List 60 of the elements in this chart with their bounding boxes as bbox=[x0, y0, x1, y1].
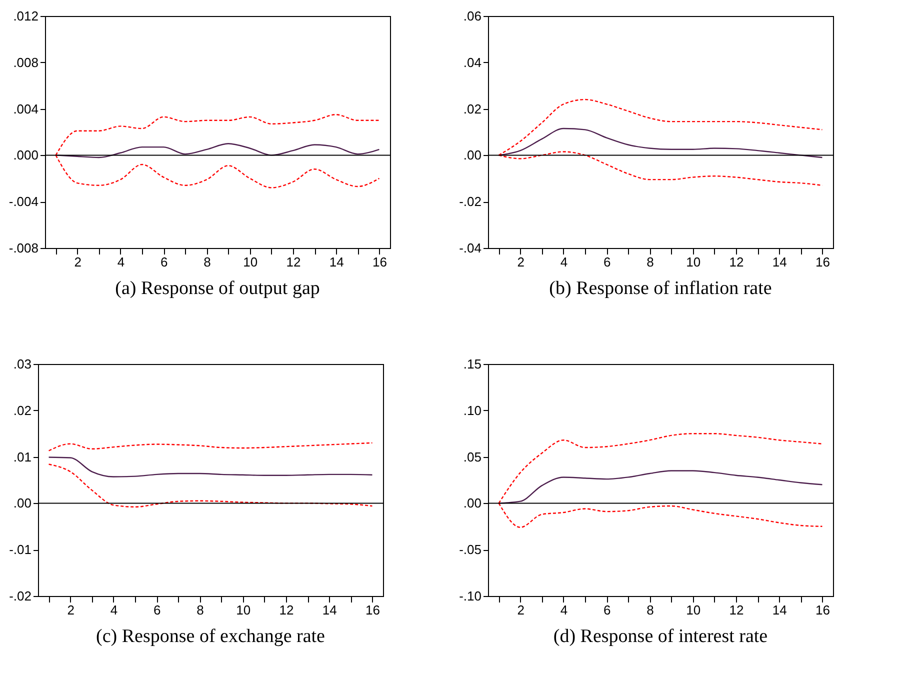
y-tick-label: .03 bbox=[13, 356, 32, 372]
x-tick-label: 6 bbox=[603, 602, 611, 618]
y-tick-label: .012 bbox=[13, 8, 38, 24]
y-tick-label: -.04 bbox=[459, 240, 482, 256]
y-tick-label: .000 bbox=[13, 148, 38, 163]
x-tick-label: 6 bbox=[160, 254, 168, 270]
y-tick-label: .008 bbox=[13, 54, 38, 70]
x-tick-label: 6 bbox=[153, 602, 161, 618]
x-tick-label: 16 bbox=[815, 254, 830, 270]
text: (d) Response of interest rate bbox=[553, 626, 768, 647]
y-tick-label: .05 bbox=[463, 449, 482, 464]
x-tick-label: 4 bbox=[560, 254, 568, 270]
text: (a) Response of output gap bbox=[115, 278, 320, 299]
x-tick-label: 16 bbox=[372, 254, 387, 270]
x-tick-label: 12 bbox=[729, 602, 744, 618]
y-tick-label: -.05 bbox=[459, 542, 482, 558]
x-tick-label: 12 bbox=[279, 602, 294, 618]
text: (b) Response of inflation rate bbox=[549, 278, 772, 299]
x-tick-label: 8 bbox=[646, 602, 654, 618]
x-tick-label: 6 bbox=[603, 254, 611, 270]
x-tick-label: 16 bbox=[815, 602, 830, 618]
y-tick-label: .00 bbox=[463, 496, 482, 511]
x-tick-label: 14 bbox=[772, 254, 787, 270]
x-tick-label: 10 bbox=[686, 602, 701, 618]
y-tick-label: -.008 bbox=[8, 240, 38, 256]
y-tick-label: .10 bbox=[463, 402, 482, 418]
y-tick-label: .00 bbox=[13, 496, 32, 511]
x-tick-label: 4 bbox=[117, 254, 125, 270]
y-tick-label: -.01 bbox=[9, 542, 32, 558]
y-tick-label: -.10 bbox=[459, 588, 482, 604]
x-tick-label: 8 bbox=[204, 254, 211, 270]
y-tick-label: .00 bbox=[463, 148, 482, 163]
x-tick-label: 8 bbox=[196, 602, 204, 618]
x-tick-label: 10 bbox=[236, 602, 251, 618]
y-tick-label: -.02 bbox=[459, 194, 482, 210]
x-tick-label: 2 bbox=[517, 602, 524, 618]
y-tick-label: .01 bbox=[13, 449, 32, 464]
x-tick-label: 16 bbox=[365, 602, 380, 618]
x-tick-label: 4 bbox=[110, 602, 118, 618]
x-tick-label: 4 bbox=[560, 602, 568, 618]
y-tick-label: .02 bbox=[463, 101, 482, 116]
y-tick-label: .15 bbox=[463, 356, 482, 372]
y-tick-label: -.004 bbox=[8, 194, 38, 210]
text: (c) Response of exchange rate bbox=[96, 626, 325, 647]
x-tick-label: 14 bbox=[322, 602, 337, 618]
x-tick-label: 10 bbox=[243, 254, 258, 270]
x-tick-label: 8 bbox=[646, 254, 654, 270]
x-tick-label: 2 bbox=[74, 254, 82, 270]
y-tick-label: .004 bbox=[13, 101, 38, 116]
x-tick-label: 10 bbox=[686, 254, 701, 270]
y-tick-label: .04 bbox=[463, 54, 482, 70]
x-tick-label: 2 bbox=[67, 602, 74, 618]
x-tick-label: 2 bbox=[517, 254, 524, 270]
x-tick-label: 14 bbox=[329, 254, 344, 270]
y-tick-label: .06 bbox=[463, 8, 482, 24]
x-tick-label: 12 bbox=[729, 254, 744, 270]
x-tick-label: 12 bbox=[286, 254, 301, 270]
y-tick-label: -.02 bbox=[9, 588, 32, 604]
x-tick-label: 14 bbox=[772, 602, 787, 618]
y-tick-label: .02 bbox=[13, 402, 32, 418]
